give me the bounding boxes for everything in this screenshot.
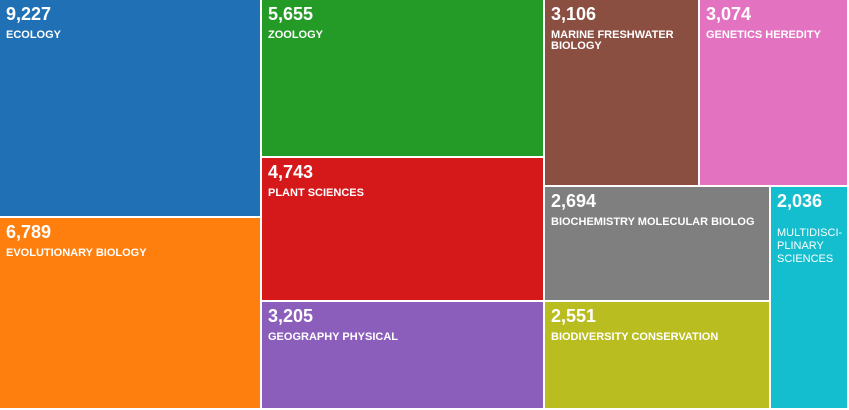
treemap-tile-biochemistry-molecular-biolog: 2,694 BIOCHEMISTRY MOLECULAR BIOLOG — [545, 187, 771, 302]
tile-label: ZOOLOGY — [268, 29, 323, 41]
tile-label: MULTIDISCI- PLINARY SCIENCES — [777, 227, 843, 265]
tile-value: 6,789 — [6, 222, 52, 242]
treemap-tile-zoology: 5,655 ZOOLOGY — [262, 0, 545, 158]
treemap-tile-biodiversity-conservation: 2,551 BIODIVERSITY CONSERVATION — [545, 302, 771, 410]
tile-value: 4,743 — [268, 162, 314, 182]
tile-value: 5,655 — [268, 4, 314, 24]
treemap-tile-geography-physical: 3,205 GEOGRAPHY PHYSICAL — [262, 302, 545, 410]
tile-value: 2,036 — [777, 191, 823, 211]
tile-label: BIODIVERSITY CONSERVATION — [551, 331, 719, 343]
treemap-tile-genetics-heredity: 3,074 GENETICS HEREDITY — [700, 0, 849, 187]
treemap-tile-plant-sciences: 4,743 PLANT SCIENCES — [262, 158, 545, 302]
treemap-tile-ecology: 9,227 ECOLOGY — [0, 0, 262, 218]
tile-value: 3,205 — [268, 306, 314, 326]
tile-value: 3,074 — [706, 4, 752, 24]
tile-value: 2,551 — [551, 306, 597, 326]
tile-label: GENETICS HEREDITY — [706, 29, 821, 41]
tile-label: EVOLUTIONARY BIOLOGY — [6, 247, 147, 259]
treemap-tile-evolutionary-biology: 6,789 EVOLUTIONARY BIOLOGY — [0, 218, 262, 410]
tile-value: 9,227 — [6, 4, 52, 24]
tile-value: 2,694 — [551, 191, 597, 211]
tile-label: BIOCHEMISTRY MOLECULAR BIOLOG — [551, 216, 755, 228]
tile-label: GEOGRAPHY PHYSICAL — [268, 331, 398, 343]
treemap-tile-marine-freshwater-biology: 3,106 MARINE FRESHWATER BIOLOGY — [545, 0, 700, 187]
tile-label: PLANT SCIENCES — [268, 187, 364, 199]
tile-value: 3,106 — [551, 4, 597, 24]
tile-label: MARINE FRESHWATER BIOLOGY — [551, 29, 674, 52]
tile-label: ECOLOGY — [6, 29, 62, 41]
treemap-tile-multidisci-plinary-sciences: 2,036 MULTIDISCI- PLINARY SCIENCES — [771, 187, 849, 410]
